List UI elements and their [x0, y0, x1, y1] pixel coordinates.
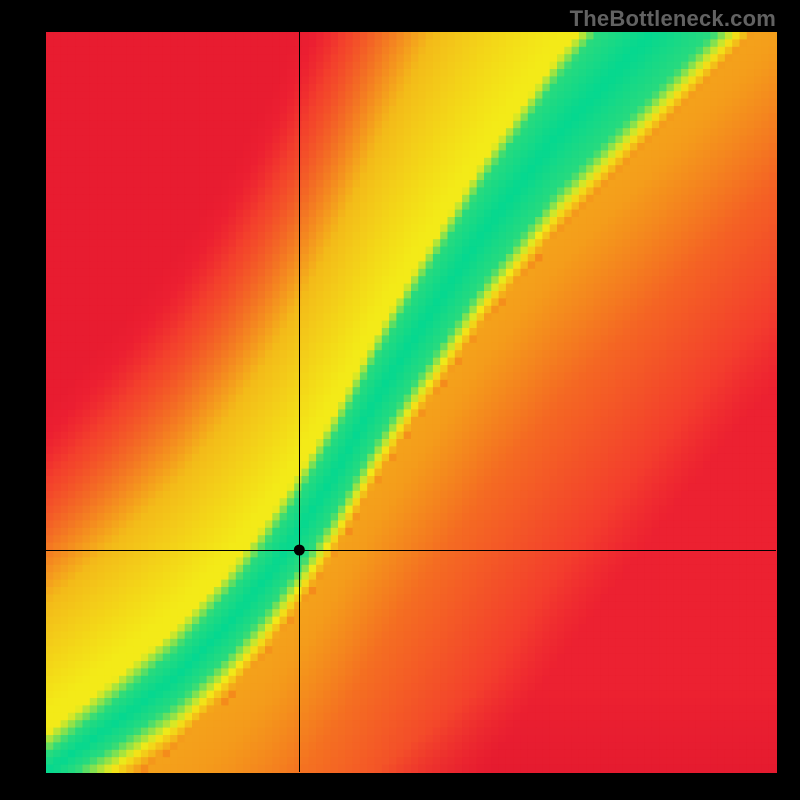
watermark-text: TheBottleneck.com	[570, 6, 776, 32]
chart-container: TheBottleneck.com	[0, 0, 800, 800]
bottleneck-heatmap	[0, 0, 800, 800]
